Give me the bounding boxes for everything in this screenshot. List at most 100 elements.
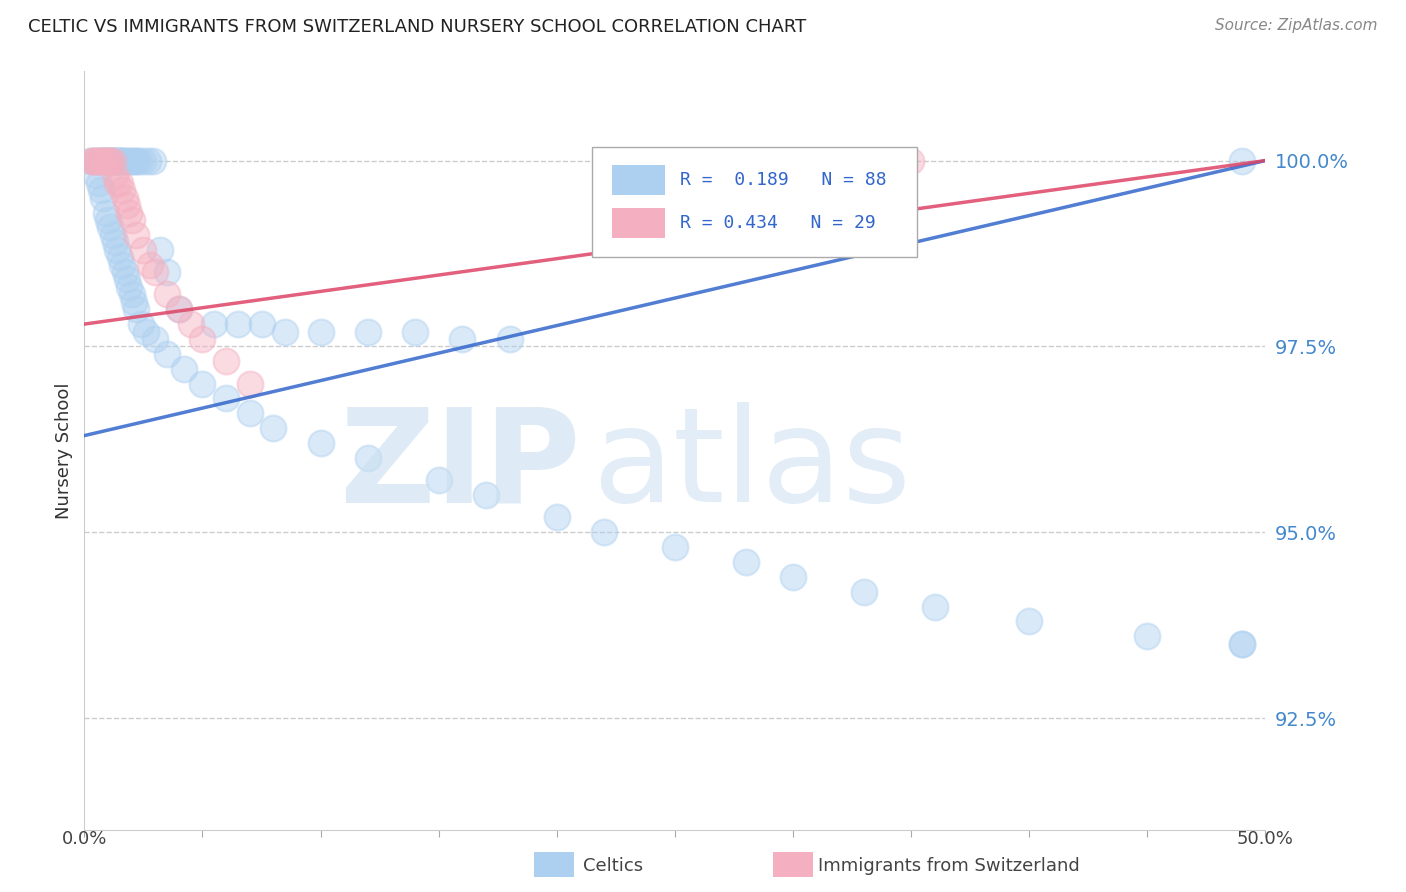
Point	[80, 153, 103, 168]
Point	[132, 243, 155, 257]
Point	[101, 153, 124, 168]
Point	[191, 332, 214, 346]
Point	[104, 169, 127, 183]
Point	[97, 153, 120, 168]
Point	[664, 540, 686, 554]
Point	[84, 153, 107, 168]
Text: Source: ZipAtlas.com: Source: ZipAtlas.com	[1215, 18, 1378, 33]
Point	[108, 153, 131, 168]
Text: R =  0.189   N = 88: R = 0.189 N = 88	[679, 170, 886, 189]
Point	[121, 153, 143, 168]
Point	[202, 317, 225, 331]
Point	[118, 153, 141, 168]
Text: Celtics: Celtics	[583, 857, 644, 875]
Text: R = 0.434   N = 29: R = 0.434 N = 29	[679, 214, 876, 232]
Point	[475, 488, 498, 502]
Point	[98, 153, 121, 168]
Point	[87, 153, 110, 168]
Point	[111, 153, 134, 168]
Point	[593, 525, 616, 540]
Point	[80, 153, 103, 168]
Y-axis label: Nursery School: Nursery School	[55, 382, 73, 519]
Point	[274, 325, 297, 339]
Point	[101, 227, 124, 242]
FancyBboxPatch shape	[592, 147, 917, 257]
Point	[136, 153, 159, 168]
Point	[97, 153, 120, 168]
Point	[180, 317, 202, 331]
Point	[132, 153, 155, 168]
Point	[94, 153, 117, 168]
Point	[108, 153, 131, 168]
Point	[90, 153, 112, 168]
Point	[122, 153, 145, 168]
Point	[167, 302, 190, 317]
Point	[111, 258, 134, 272]
Bar	[612, 165, 665, 195]
Point	[114, 191, 136, 205]
Point	[309, 325, 332, 339]
Point	[427, 473, 450, 487]
Point	[91, 191, 114, 205]
Point	[107, 243, 129, 257]
Point	[128, 153, 150, 168]
Point	[118, 280, 141, 294]
Point	[309, 436, 332, 450]
Point	[852, 584, 875, 599]
Point	[114, 153, 136, 168]
Point	[87, 153, 110, 168]
Point	[226, 317, 249, 331]
Point	[101, 153, 124, 168]
Point	[135, 325, 157, 339]
Point	[90, 153, 112, 168]
Point	[83, 153, 105, 168]
Point	[87, 176, 110, 190]
Point	[143, 332, 166, 346]
Point	[734, 555, 756, 569]
Point	[239, 376, 262, 391]
Point	[215, 392, 238, 406]
Text: atlas: atlas	[592, 402, 911, 529]
Point	[98, 220, 121, 235]
Point	[121, 213, 143, 227]
Point	[122, 294, 145, 309]
Point	[167, 302, 190, 317]
Point	[262, 421, 284, 435]
Point	[84, 169, 107, 183]
Point	[115, 272, 138, 286]
Point	[924, 599, 946, 614]
Point	[91, 153, 114, 168]
Point	[98, 153, 121, 168]
Point	[111, 183, 134, 197]
Point	[156, 265, 179, 279]
Point	[498, 332, 520, 346]
Point	[108, 250, 131, 264]
Point	[94, 205, 117, 219]
Text: CELTIC VS IMMIGRANTS FROM SWITZERLAND NURSERY SCHOOL CORRELATION CHART: CELTIC VS IMMIGRANTS FROM SWITZERLAND NU…	[28, 18, 807, 36]
Point	[91, 153, 114, 168]
Text: 50.0%: 50.0%	[1237, 830, 1294, 847]
Point	[239, 406, 262, 420]
Point	[121, 287, 143, 301]
Text: 0.0%: 0.0%	[62, 830, 107, 847]
Point	[1018, 615, 1040, 629]
Text: ZIP: ZIP	[339, 402, 581, 529]
Point	[404, 325, 426, 339]
Point	[97, 213, 120, 227]
Point	[91, 153, 114, 168]
Point	[83, 153, 105, 168]
Point	[173, 361, 195, 376]
Point	[357, 450, 380, 465]
Point	[104, 153, 127, 168]
Point	[107, 153, 129, 168]
Point	[156, 287, 179, 301]
Point	[191, 376, 214, 391]
Point	[115, 198, 138, 212]
Bar	[612, 208, 665, 238]
Point	[94, 153, 117, 168]
Point	[357, 325, 380, 339]
Point	[782, 570, 804, 584]
Point	[90, 183, 112, 197]
Point	[142, 153, 165, 168]
Point	[1230, 637, 1253, 651]
